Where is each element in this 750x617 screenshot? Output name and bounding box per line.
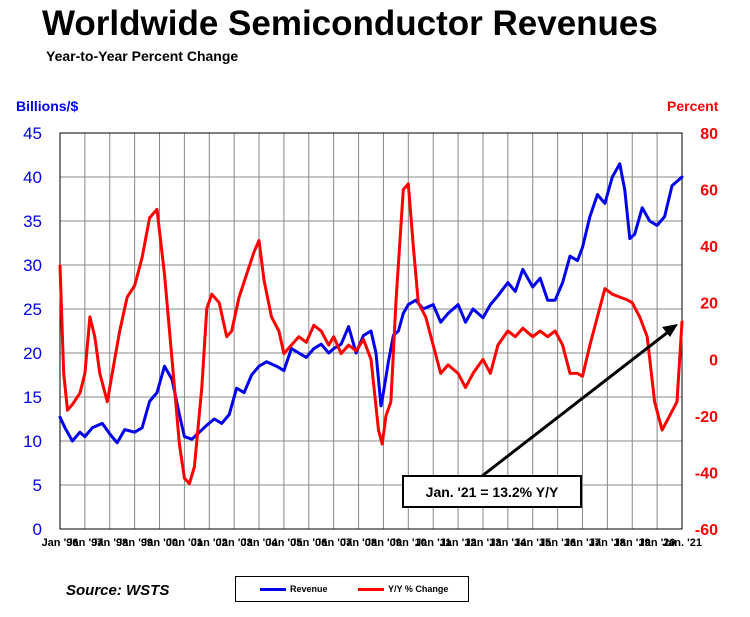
right-tick-label: 60	[700, 183, 718, 200]
legend-swatch-yoy	[358, 587, 384, 591]
x-tick-label: Jan '06	[290, 537, 327, 549]
x-tick-label: Jan '18	[589, 537, 626, 549]
left-tick-label: 25	[23, 300, 42, 319]
legend-label-revenue: Revenue	[290, 584, 328, 594]
legend: Revenue Y/Y % Change	[235, 576, 469, 602]
left-tick-label: 40	[23, 168, 42, 187]
x-tick-label: Jan '00	[141, 537, 178, 549]
x-tick-label: Jan. '21	[662, 537, 702, 549]
x-tick-label: Jan '15	[514, 537, 551, 549]
chart-title: Worldwide Semiconductor Revenues	[42, 4, 658, 43]
x-tick-label: Jan '08	[340, 537, 377, 549]
x-tick-label: Jan '14	[489, 537, 527, 549]
x-tick-label: Jan '07	[315, 537, 352, 549]
x-tick-label: Jan '12	[440, 537, 477, 549]
source-note: Source: WSTS	[66, 582, 170, 599]
left-axis-label: Billions/$	[16, 98, 79, 114]
right-tick-label: 40	[700, 239, 718, 256]
left-tick-label: 45	[23, 124, 42, 143]
yoy-line	[58, 182, 684, 486]
left-axis-ticks: 0 5 10 15 20 25 30 35 40 45	[23, 124, 42, 539]
right-axis-ticks: -60 -40 -20 0 20 40 60 80	[695, 126, 718, 539]
left-tick-label: 10	[23, 432, 42, 451]
legend-swatch-revenue	[260, 587, 286, 591]
left-tick-label: 0	[33, 520, 42, 539]
right-tick-label: 20	[700, 296, 718, 313]
annotation-group: Jan. '21 = 13.2% Y/Y	[402, 323, 678, 508]
x-tick-label: Jan '02	[191, 537, 228, 549]
x-tick-label: Jan '13	[465, 537, 502, 549]
annotation-arrow	[481, 327, 673, 478]
x-tick-label: Jan '03	[216, 537, 253, 549]
x-tick-label: Jan '11	[415, 537, 451, 549]
legend-item-yoy: Y/Y % Change	[358, 577, 448, 601]
left-tick-label: 5	[33, 476, 42, 495]
x-tick-label: Jan '01	[166, 537, 203, 549]
x-tick-label: Jan '17	[564, 537, 601, 549]
x-tick-label: Jan '16	[539, 537, 576, 549]
plot-frame	[59, 132, 683, 530]
annotation-arrowhead	[662, 323, 678, 337]
legend-label-yoy: Y/Y % Change	[388, 584, 449, 594]
x-tick-label: Jan '99	[116, 537, 153, 549]
grid-lines	[59, 132, 683, 530]
legend-item-revenue: Revenue	[260, 577, 328, 601]
right-axis-label: Percent	[667, 98, 719, 114]
series-lines	[58, 162, 684, 486]
right-tick-label: -60	[695, 522, 718, 539]
x-tick-label: Jan '05	[265, 537, 302, 549]
x-tick-label: Jan '96	[42, 537, 79, 549]
left-tick-label: 35	[23, 212, 42, 231]
annotation-box	[402, 475, 582, 508]
chart-subtitle: Year-to-Year Percent Change	[46, 48, 239, 64]
x-tick-label: Jan '10	[390, 537, 427, 549]
x-tick-label: Jan '97	[66, 537, 103, 549]
x-tick-label: Jan '19	[614, 537, 651, 549]
right-tick-label: -20	[695, 409, 718, 426]
right-tick-label: 0	[709, 352, 718, 369]
right-tick-label: -40	[695, 465, 718, 482]
x-tick-label: Jan '04	[241, 537, 279, 549]
x-tick-label: Jan '98	[91, 537, 128, 549]
right-tick-label: 80	[700, 126, 718, 143]
revenue-line	[58, 162, 684, 445]
x-tick-label: Jan '20	[639, 537, 676, 549]
left-tick-label: 20	[23, 344, 42, 363]
x-tick-label: Jan '09	[365, 537, 402, 549]
left-tick-label: 15	[23, 388, 42, 407]
left-tick-label: 30	[23, 256, 42, 275]
annotation-text: Jan. '21 = 13.2% Y/Y	[426, 484, 559, 500]
